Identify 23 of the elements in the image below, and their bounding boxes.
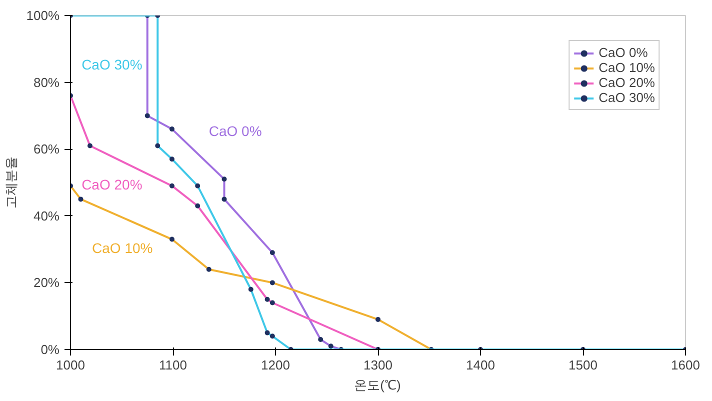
x-tick-label: 1000	[56, 358, 85, 372]
y-tick-label: 60%	[33, 142, 60, 157]
legend-label: CaO 20%	[598, 75, 655, 90]
x-tick-label: 1200	[261, 358, 290, 372]
y-tick-label: 0%	[40, 342, 60, 357]
x-tick-label: 1500	[568, 358, 598, 372]
legend-label: CaO 10%	[598, 60, 655, 75]
annotation: CaO 20%	[82, 176, 142, 193]
y-tick-label: 80%	[33, 74, 60, 90]
y-axis-title: 고체분율	[3, 156, 18, 208]
x-tick-label: 1100	[159, 358, 187, 372]
y-tick-label: 40%	[33, 208, 60, 224]
legend-label: CaO 30%	[598, 90, 655, 105]
y-tick-label: 100%	[26, 8, 60, 23]
x-tick-label: 1300	[364, 358, 392, 372]
annotation: CaO 0%	[208, 123, 262, 140]
x-tick-label: 1400	[466, 358, 495, 372]
annotation: CaO 10%	[92, 240, 153, 256]
legend-label: CaO 0%	[598, 45, 648, 60]
x-tick-label: 1600	[671, 358, 700, 372]
x-axis-title: 온도(℃)	[354, 378, 401, 392]
y-tick-label: 20%	[33, 275, 60, 290]
annotation: CaO 30%	[82, 56, 142, 72]
